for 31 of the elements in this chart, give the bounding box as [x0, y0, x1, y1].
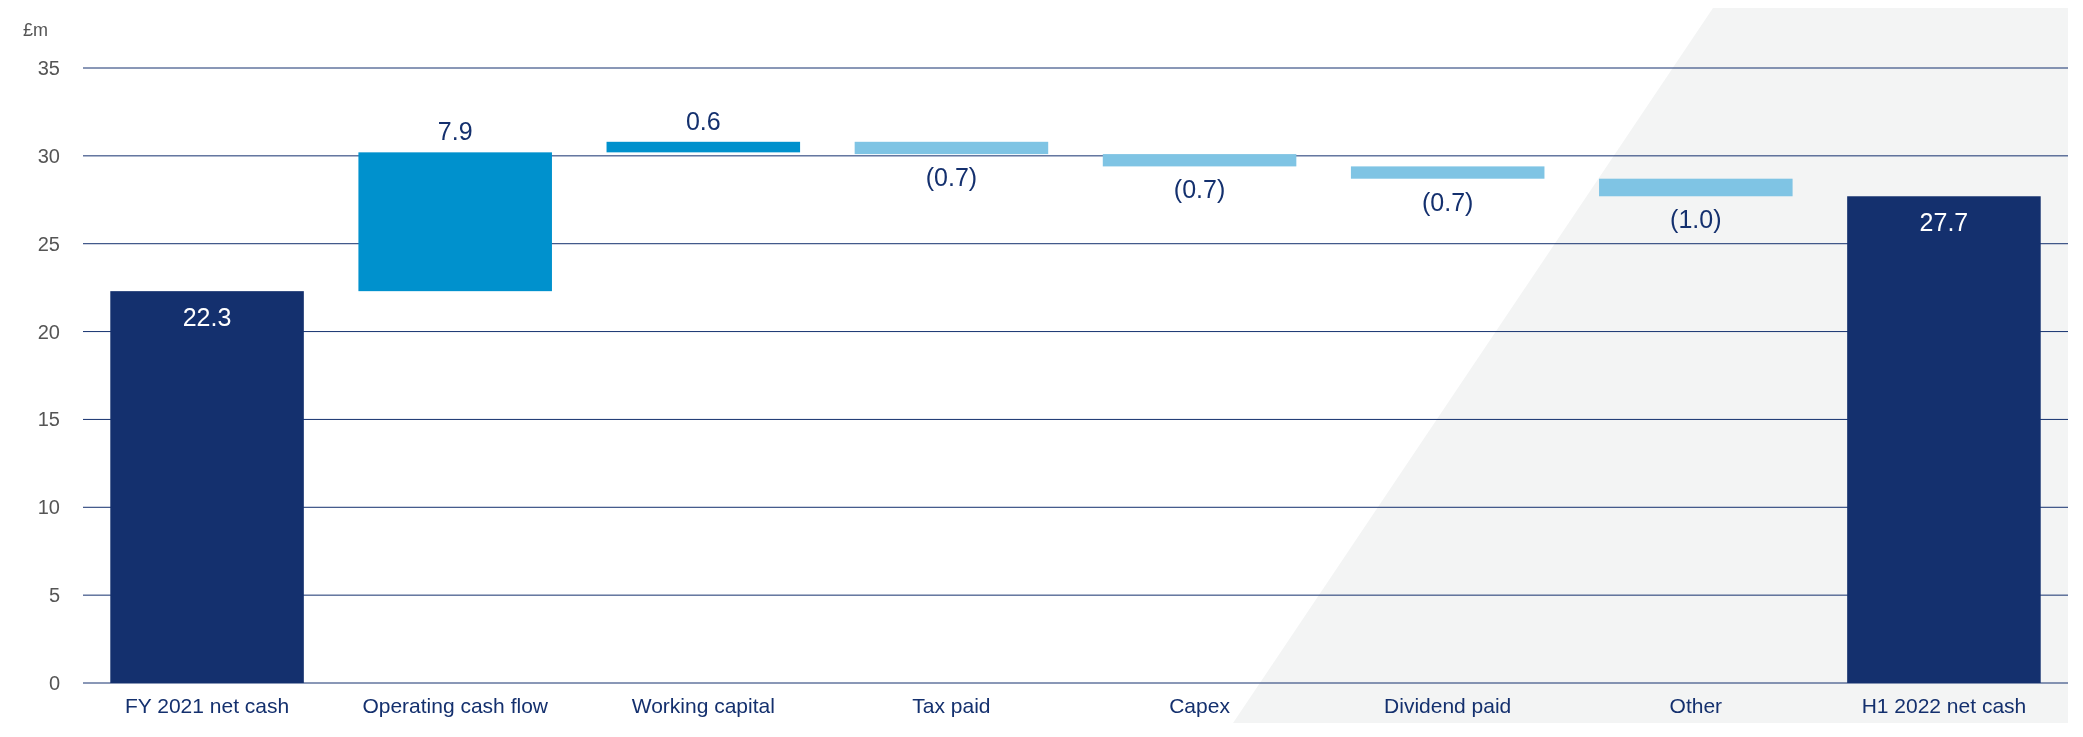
- data-label: (0.7): [1173, 175, 1226, 204]
- data-label: 22.3: [182, 303, 232, 332]
- data-label: (1.0): [1670, 205, 1722, 234]
- bar: [358, 152, 552, 292]
- data-label: 7.9: [437, 117, 473, 146]
- y-tick-label: 15: [37, 408, 60, 431]
- x-tick-label: H1 2022 net cash: [1861, 694, 2027, 717]
- bar: [1350, 166, 1545, 179]
- y-tick-label: 30: [37, 144, 60, 167]
- y-tick-label: 0: [48, 672, 60, 694]
- x-tick-label: Operating cash flow: [362, 694, 549, 717]
- y-tick-label: 20: [37, 320, 60, 343]
- x-tick-label: Working capital: [631, 694, 775, 717]
- bar: [854, 141, 1049, 155]
- x-tick-label: FY 2021 net cash: [124, 694, 290, 717]
- x-tick-label: Dividend paid: [1384, 694, 1512, 717]
- data-label: (0.7): [925, 163, 978, 192]
- y-tick-label: 35: [37, 57, 60, 79]
- bar: [606, 141, 801, 153]
- x-tick-label: Other: [1669, 694, 1723, 717]
- y-tick-label: 10: [37, 496, 60, 519]
- data-label: 27.7: [1919, 208, 1969, 237]
- y-tick-label: 5: [48, 584, 60, 607]
- data-label: 0.6: [685, 106, 721, 135]
- y-tick-label: 25: [37, 232, 60, 255]
- bar: [1102, 154, 1297, 167]
- bar: [1599, 178, 1793, 197]
- x-tick-label: Tax paid: [912, 694, 991, 717]
- data-label: (0.7): [1421, 187, 1474, 216]
- x-tick-label: Capex: [1169, 694, 1231, 717]
- y-axis-title: £m: [23, 20, 49, 40]
